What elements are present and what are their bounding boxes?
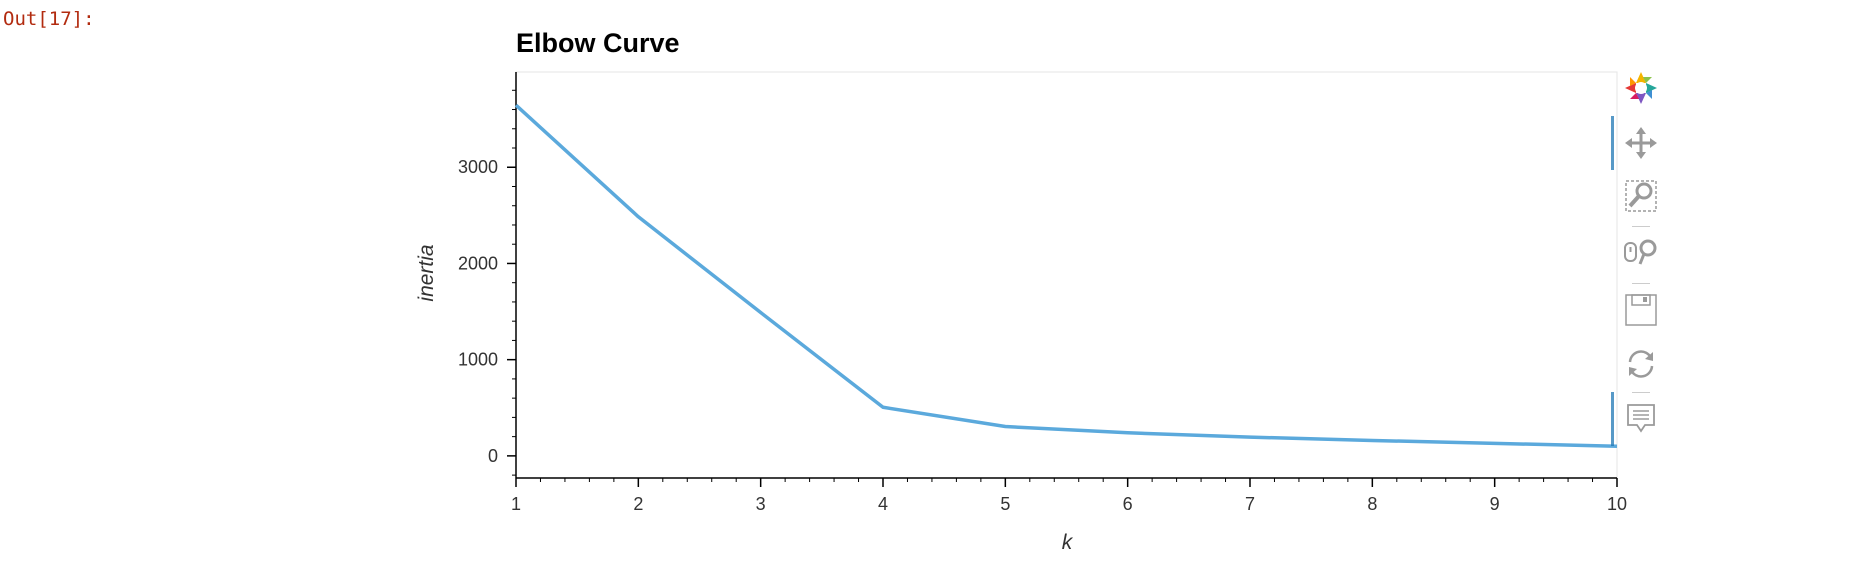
x-tick-label: 8 [1367,494,1377,514]
box-zoom-icon [1625,180,1657,212]
save-icon [1625,294,1657,326]
chart-title: Elbow Curve [516,28,680,58]
output-prompt: Out[17]: [3,8,95,30]
hover-icon [1627,404,1655,433]
reset-tool[interactable] [1611,342,1671,386]
wheel-zoom-tool[interactable] [1611,231,1671,275]
x-tick-label: 6 [1123,494,1133,514]
toolbar-separator [1632,283,1650,284]
hover-active-indicator [1611,392,1614,446]
plot-marks [514,103,1618,449]
wheel-zoom-icon [1624,239,1657,265]
series-line [514,103,1618,449]
toolbar-separator [1632,392,1650,393]
axes: 0 1000 2000 3000 1 2 3 4 5 6 7 8 9 10 [458,72,1627,514]
bokeh-toolbar [1611,66,1671,446]
y-tick-label: 1000 [458,350,498,370]
toolbar-separator [1632,226,1650,227]
y-tick-label: 2000 [458,253,498,273]
reset-icon [1628,350,1654,378]
x-tick-label: 9 [1490,494,1500,514]
save-tool[interactable] [1611,288,1671,332]
pan-icon [1625,127,1657,159]
y-axis-label: inertia [415,244,438,301]
bokeh-logo[interactable] [1611,66,1671,110]
pan-active-indicator [1611,116,1614,170]
plot-frame [515,71,1618,479]
x-tick-label: 2 [633,494,643,514]
box-zoom-tool[interactable] [1611,174,1671,218]
y-tick-label: 0 [488,446,498,466]
x-tick-label: 4 [878,494,888,514]
hover-tool[interactable] [1611,396,1671,440]
x-tick-label: 7 [1245,494,1255,514]
x-tick-label: 5 [1000,494,1010,514]
x-tick-label: 1 [511,494,521,514]
x-tick-label: 10 [1607,494,1627,514]
y-tick-label: 3000 [458,157,498,177]
pan-tool[interactable] [1611,121,1671,165]
bokeh-logo-icon [1625,72,1657,104]
x-tick-label: 3 [756,494,766,514]
x-axis-label: k [1062,531,1074,554]
